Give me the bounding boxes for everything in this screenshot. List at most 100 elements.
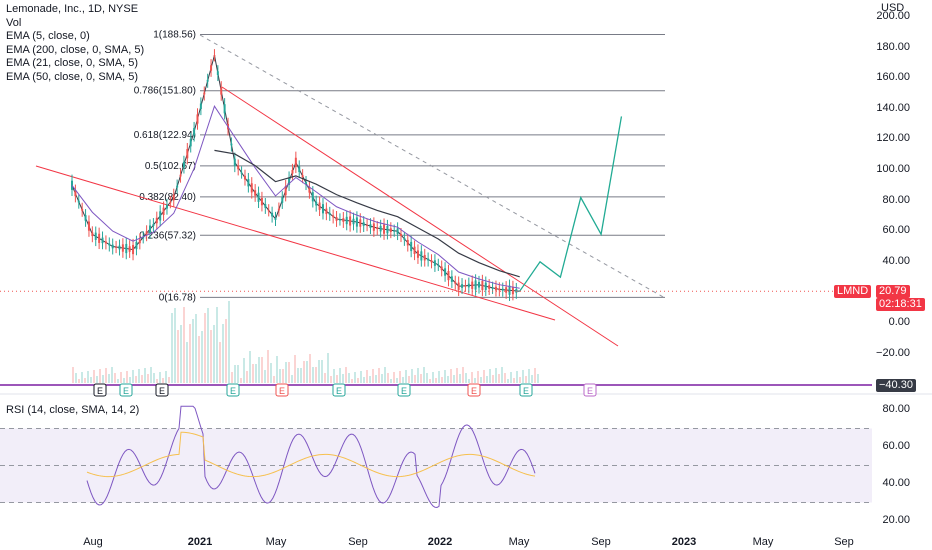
volume-bar xyxy=(444,370,446,383)
volume-bar xyxy=(195,314,197,383)
volume-bar xyxy=(363,377,365,383)
candle-body xyxy=(128,246,131,252)
candle-body xyxy=(84,215,87,221)
volume-bar xyxy=(87,371,89,383)
volume-bar xyxy=(522,370,524,383)
volume-bar xyxy=(315,367,317,383)
candle-body xyxy=(406,239,409,246)
candle-body xyxy=(342,218,345,222)
volume-bar xyxy=(483,370,485,383)
volume-bar xyxy=(258,357,260,383)
candle-body xyxy=(325,208,328,215)
volume-bar xyxy=(420,374,422,383)
candle-body xyxy=(301,175,304,178)
candle-body xyxy=(321,204,324,214)
candle-body xyxy=(379,225,382,232)
candle-body xyxy=(250,183,253,193)
candle-body xyxy=(355,217,358,227)
candle-body xyxy=(308,187,311,193)
volume-bar xyxy=(288,362,290,383)
volume-bar xyxy=(270,363,272,383)
candle-body xyxy=(274,218,277,220)
volume-bar xyxy=(306,361,308,383)
candle-body xyxy=(74,190,77,197)
price-tick: 80.00 xyxy=(882,193,910,206)
volume-bar xyxy=(249,351,251,383)
volume-bar xyxy=(291,375,293,383)
candle-body xyxy=(284,186,287,196)
earnings-marker xyxy=(583,383,597,397)
candle-body xyxy=(101,237,104,244)
candle-body xyxy=(169,202,172,204)
volume-bar xyxy=(234,365,236,383)
candle-body xyxy=(111,244,114,249)
volume-bar xyxy=(84,378,86,383)
candle-body xyxy=(203,92,206,95)
candle-body xyxy=(176,185,179,188)
volume-bar xyxy=(144,368,146,383)
earnings-marker-label: E xyxy=(471,386,477,396)
volume-bar xyxy=(132,370,134,383)
legend-title: Lemonade, Inc., 1D, NYSE xyxy=(6,3,139,15)
candle-body xyxy=(91,232,94,237)
volume-bar xyxy=(438,371,440,383)
volume-bar xyxy=(228,301,230,383)
volume-bar xyxy=(414,375,416,383)
candle-body xyxy=(413,246,416,254)
candle-body xyxy=(230,143,233,146)
volume-bar xyxy=(222,324,224,383)
candle-body xyxy=(478,281,480,288)
candle-body xyxy=(271,212,274,217)
volume-bar xyxy=(162,378,164,383)
volume-bar xyxy=(507,379,509,383)
fib-label: 0.786(151.80) xyxy=(134,86,196,97)
candle-body xyxy=(464,285,467,287)
volume-bar xyxy=(186,342,188,383)
volume-bar xyxy=(246,371,248,383)
volume-bar xyxy=(495,368,497,383)
volume-bar xyxy=(342,374,344,383)
volume-bar xyxy=(303,361,305,383)
volume-bar xyxy=(177,330,179,383)
candle-body xyxy=(450,276,453,282)
volume-bar xyxy=(180,325,182,383)
volume-bar xyxy=(360,371,362,383)
volume-bar xyxy=(417,368,419,383)
volume-bar xyxy=(354,372,356,383)
candle-body xyxy=(481,280,484,291)
candle-body xyxy=(332,215,335,218)
candle-body xyxy=(383,224,386,234)
volume-bar xyxy=(324,373,326,383)
volume-bar xyxy=(456,368,458,383)
volume-bar xyxy=(213,325,215,383)
candle-body xyxy=(155,217,158,224)
candle-body xyxy=(315,201,318,206)
candle-body xyxy=(338,219,341,221)
volume-bar xyxy=(486,376,488,383)
price-tick: 0.00 xyxy=(888,316,910,328)
volume-bar xyxy=(531,375,533,383)
earnings-marker-label: E xyxy=(336,386,342,396)
volume-bar xyxy=(294,355,296,383)
price-tick: 100.00 xyxy=(876,163,910,175)
volume-bar xyxy=(366,370,368,383)
earnings-marker-label: E xyxy=(159,386,165,396)
fib-label: 1(188.56) xyxy=(153,30,196,41)
volume-bar xyxy=(519,377,521,383)
candle-body xyxy=(467,283,470,288)
volume-bar xyxy=(498,374,500,383)
volume-bar xyxy=(210,330,212,383)
rsi-line xyxy=(86,405,536,508)
candle-body xyxy=(294,157,297,167)
volume-bar xyxy=(99,369,101,383)
volume-bar xyxy=(525,376,527,383)
candle-body xyxy=(498,288,501,291)
time-tick: Sep xyxy=(348,536,368,548)
candle-body xyxy=(233,158,236,167)
rsi-lines xyxy=(86,405,536,508)
countdown-tag: 02:18:31 xyxy=(876,298,925,311)
volume-bar xyxy=(201,331,203,383)
last-price-tag: 20.79 xyxy=(876,285,910,298)
volume-bar xyxy=(510,372,512,383)
